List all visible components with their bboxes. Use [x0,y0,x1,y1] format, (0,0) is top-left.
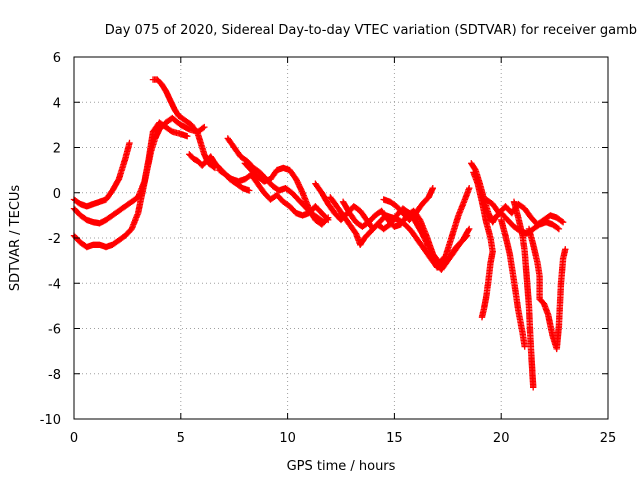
y-tick-label: 0 [53,187,61,202]
y-tick-label: -2 [48,232,61,247]
chart-title: Day 075 of 2020, Sidereal Day-to-day VTE… [105,23,637,38]
x-tick-label: 25 [600,431,617,446]
y-tick-label: -8 [48,368,61,383]
series-track-2 [71,119,191,226]
data-series [71,76,569,390]
y-tick-label: 2 [53,142,61,157]
x-axis-label: GPS time / hours [287,459,396,474]
y-tick-label: 4 [53,96,61,111]
x-tick-label: 10 [279,431,296,446]
series-track-18 [526,226,569,352]
y-tick-labels: -10 -8 -6 -4 -2 0 2 4 6 [40,51,61,428]
y-tick-label: -6 [48,323,61,338]
y-axis-label: SDTVAR / TECUs [8,185,23,292]
y-tick-label: 6 [53,51,61,66]
x-tick-label: 20 [493,431,510,446]
chart-figure: Day 075 of 2020, Sidereal Day-to-day VTE… [0,0,640,480]
y-tick-label: -4 [48,277,61,292]
y-tick-label: -10 [40,413,61,428]
x-tick-labels: 0 5 10 15 20 25 [70,431,616,446]
x-tick-label: 0 [70,431,78,446]
gridlines [74,57,608,419]
series-track-1 [71,140,133,210]
data-marks-track-2 [71,119,191,226]
data-marks-track-18 [526,226,569,352]
data-marks-track-1 [71,140,133,210]
x-tick-label: 5 [177,431,185,446]
x-tick-label: 15 [386,431,403,446]
